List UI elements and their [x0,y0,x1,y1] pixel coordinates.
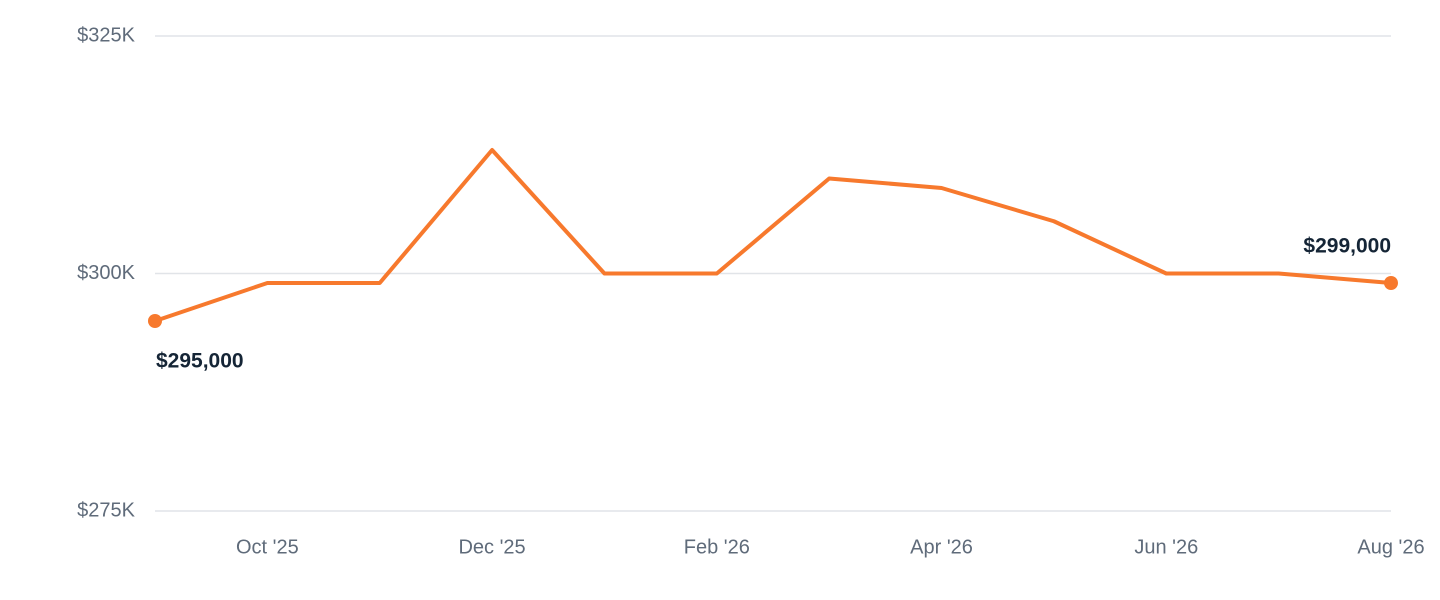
x-tick-label: Jun '26 [1134,536,1198,558]
line [154,148,1392,323]
x-tick-label: Feb '26 [684,536,750,558]
y-tick-label: $325K [77,24,135,46]
value-label: $295,000 [156,350,244,373]
value-label: $299,000 [1303,235,1391,258]
x-tick-label: Dec '25 [458,536,525,558]
y-tick-label: $275K [77,499,135,521]
x-tick-label: Oct '25 [236,536,299,558]
x-tick-label: Apr '26 [910,536,973,558]
point [1384,276,1398,290]
y-tick-label: $300K [77,262,135,284]
point [148,314,162,328]
x-tick-label: Aug '26 [1357,536,1424,558]
